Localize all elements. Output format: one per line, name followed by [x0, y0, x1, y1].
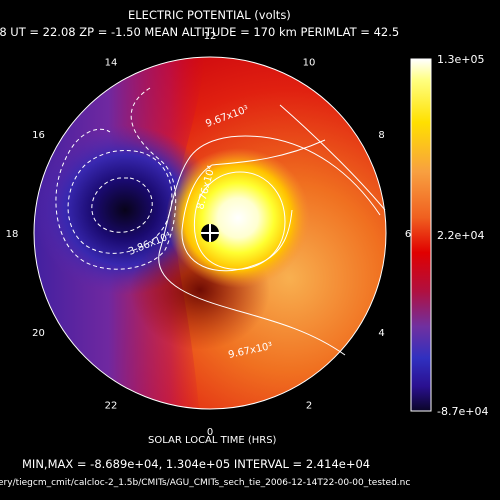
- footer-path: ery/tiegcm_cmit/calcloc-2_1.5b/CMITs/AGU…: [0, 478, 410, 488]
- contour-positive-mid: [181, 139, 326, 272]
- colorbar-ticks: 1.3e+05 2.2e+04 -8.7e+04: [437, 53, 488, 418]
- hour-label-8: 8: [378, 130, 384, 141]
- hour-label-14: 14: [105, 58, 118, 69]
- hour-label-6: 6: [405, 229, 411, 240]
- contour-positive-inner: [193, 171, 286, 270]
- colorbar-tick-2: -8.7e+04: [437, 405, 488, 418]
- colorbar: [410, 58, 432, 412]
- hour-label-4: 4: [378, 328, 384, 339]
- contour-negative-inner: [91, 177, 153, 233]
- colorbar-tick-0: 1.3e+05: [437, 53, 484, 66]
- hour-label-0: 0: [207, 427, 213, 438]
- hour-label-2: 2: [306, 401, 312, 412]
- hour-label-20: 20: [32, 328, 45, 339]
- pole-marker: [201, 224, 219, 242]
- contour-lines: [55, 87, 386, 356]
- footer-minmax: MIN,MAX = -8.689e+04, 1.304e+05 INTERVAL…: [22, 457, 370, 471]
- colorbar-tick-1: 2.2e+04: [437, 229, 484, 242]
- x-axis-label: SOLAR LOCAL TIME (HRS): [148, 435, 277, 446]
- positive-cell-core: [166, 148, 310, 288]
- potential-field: [34, 57, 386, 409]
- contour-positive-outer: [158, 135, 381, 356]
- hour-label-22: 22: [105, 401, 118, 412]
- contour-negative-mid: [67, 150, 173, 254]
- hour-label-18: 18: [6, 229, 19, 240]
- polar-disk-outline: [33, 56, 387, 410]
- hour-label-10: 10: [303, 58, 316, 69]
- contour-outer-right: [279, 104, 386, 211]
- hour-label-12: 12: [204, 31, 217, 42]
- hour-label-16: 16: [32, 130, 45, 141]
- chart-header-info: 48 UT = 22.08 ZP = -1.50 MEAN ALTITUDE =…: [0, 25, 399, 39]
- chart-title: ELECTRIC POTENTIAL (volts): [128, 8, 291, 22]
